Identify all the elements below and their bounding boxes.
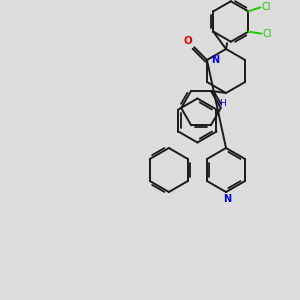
Text: N: N — [211, 55, 219, 65]
Text: N: N — [223, 194, 231, 204]
Text: H: H — [220, 100, 226, 109]
Text: Cl: Cl — [262, 28, 272, 39]
Text: Cl: Cl — [261, 2, 271, 12]
Text: O: O — [184, 36, 192, 46]
